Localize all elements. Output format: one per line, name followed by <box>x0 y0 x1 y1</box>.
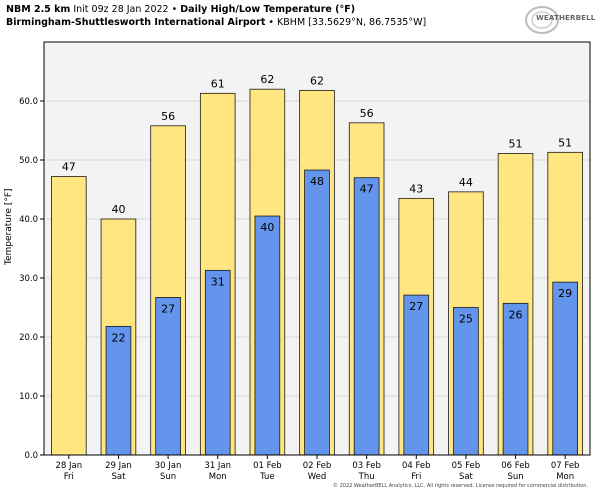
x-tick-day: Fri <box>64 472 74 482</box>
high-temp-label: 62 <box>260 73 274 86</box>
x-tick-day: Sun <box>160 472 176 482</box>
y-tick-label: 50.0 <box>19 156 38 166</box>
high-temp-label: 51 <box>558 136 572 149</box>
y-axis-ticks: 0.0 10.0 20.0 30.0 40.0 50.0 60.0 <box>19 97 44 461</box>
high-temp-bar <box>51 176 87 456</box>
header-line-2: Birmingham-Shuttlesworth International A… <box>6 16 426 29</box>
copyright-notice: © 2022 WeatherBELL Analytics, LLC. All r… <box>333 483 588 489</box>
chart-header: NBM 2.5 km Init 09z 28 Jan 2022 • Daily … <box>6 3 426 29</box>
x-tick-day: Fri <box>411 472 421 482</box>
x-tick-day: Sun <box>507 472 523 482</box>
high-temp-label: 56 <box>161 110 175 123</box>
chart-title: Daily High/Low Temperature (°F) <box>180 4 356 15</box>
high-temp-label: 47 <box>62 161 76 174</box>
init-time: Init 09z 28 Jan 2022 <box>73 4 169 15</box>
x-tick-date: 29 Jan <box>105 461 132 471</box>
low-temp-bar <box>552 281 578 456</box>
low-temp-bar <box>155 297 181 456</box>
x-tick-date: 28 Jan <box>56 461 83 471</box>
high-temp-label: 56 <box>360 107 374 120</box>
x-tick-day: Mon <box>556 472 574 482</box>
separator: • <box>268 17 275 28</box>
model-name: NBM 2.5 km <box>6 4 71 15</box>
low-temp-bar <box>403 294 430 456</box>
low-temp-label: 29 <box>558 287 572 300</box>
separator: • <box>171 4 178 15</box>
low-temp-label: 48 <box>310 175 324 188</box>
y-tick-label: 10.0 <box>19 392 38 402</box>
logo-text: WEATHERBELL <box>536 14 596 22</box>
bars: 47 40 22 56 27 61 31 62 40 62 48 56 47 43 27 44 25 51 26 51… <box>51 73 583 456</box>
station-info: KBHM [33.5629°N, 86.7535°W] <box>277 17 427 28</box>
y-tick-label: 40.0 <box>19 215 38 225</box>
x-tick-day: Sat <box>111 472 126 482</box>
x-tick-day: Mon <box>209 472 227 482</box>
low-temp-bar <box>254 215 281 456</box>
x-tick-date: 01 Feb <box>253 461 282 471</box>
low-temp-label: 47 <box>360 183 374 196</box>
x-tick-date: 31 Jan <box>204 461 231 471</box>
low-temp-label: 25 <box>459 313 473 326</box>
x-tick-day: Wed <box>308 472 327 482</box>
y-tick-label: 60.0 <box>19 97 38 107</box>
x-tick-day: Sat <box>459 472 474 482</box>
high-temp-label: 44 <box>459 176 473 189</box>
x-tick-day: Tue <box>259 472 275 482</box>
weatherbell-logo: WEATHERBELL <box>522 3 596 37</box>
header-line-1: NBM 2.5 km Init 09z 28 Jan 2022 • Daily … <box>6 3 426 16</box>
low-temp-label: 22 <box>111 331 125 344</box>
x-tick-date: 06 Feb <box>501 461 530 471</box>
x-tick-date: 07 Feb <box>551 461 580 471</box>
low-temp-label: 27 <box>409 300 423 313</box>
x-tick-day: Thu <box>358 472 375 482</box>
low-temp-bar <box>353 177 380 456</box>
high-temp-label: 61 <box>211 77 225 90</box>
x-tick-date: 03 Feb <box>352 461 381 471</box>
high-temp-label: 62 <box>310 74 324 87</box>
low-temp-bar <box>204 269 231 456</box>
low-temp-label: 31 <box>211 275 225 288</box>
low-temp-bar <box>453 307 479 456</box>
low-temp-label: 26 <box>509 308 523 321</box>
x-tick-date: 30 Jan <box>155 461 182 471</box>
low-temp-bar <box>105 325 132 456</box>
y-tick-label: 20.0 <box>19 333 38 343</box>
x-tick-date: 04 Feb <box>402 461 431 471</box>
high-temp-label: 43 <box>409 182 423 195</box>
y-tick-label: 30.0 <box>19 274 38 284</box>
high-temp-label: 51 <box>509 138 523 151</box>
x-tick-date: 05 Feb <box>452 461 481 471</box>
logo-swirl-icon <box>525 6 559 34</box>
high-temp-label: 40 <box>111 203 125 216</box>
low-temp-bar <box>304 169 330 456</box>
low-temp-label: 40 <box>260 221 274 234</box>
station-name: Birmingham-Shuttlesworth International A… <box>6 17 266 28</box>
low-temp-bar <box>502 302 529 456</box>
low-temp-label: 27 <box>161 302 175 315</box>
y-tick-label: 0.0 <box>24 451 38 461</box>
x-tick-date: 02 Feb <box>303 461 332 471</box>
plot-frame <box>43 41 591 456</box>
